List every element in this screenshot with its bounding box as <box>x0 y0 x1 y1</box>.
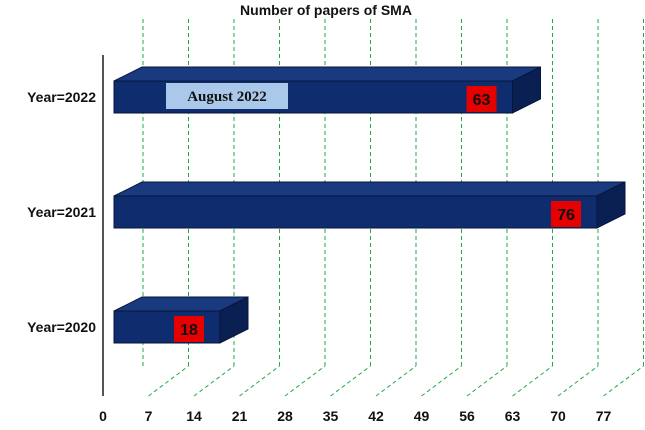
bar-group: 76 <box>113 181 626 229</box>
x-tick-label: 49 <box>414 408 430 424</box>
y-tick-label: Year=2022 <box>27 89 96 105</box>
x-tick-label: 14 <box>186 408 202 424</box>
x-tick-label: 35 <box>323 408 339 424</box>
x-tick-label: 28 <box>277 408 293 424</box>
gridline-diagonal <box>193 365 235 397</box>
bar-group: 18 <box>113 296 249 344</box>
bar <box>113 310 221 344</box>
bar-top-face <box>113 181 626 197</box>
x-tick-labels: 0 7 14 21 28 35 42 49 56 63 70 77 <box>99 408 611 424</box>
bars: 63 August 2022 76 18 <box>113 66 626 344</box>
value-label: 18 <box>180 322 198 339</box>
value-label: 76 <box>557 207 575 224</box>
y-tick-label: Year=2021 <box>27 204 96 220</box>
annotation-box <box>166 83 288 109</box>
gridline-diagonal <box>239 365 280 397</box>
x-tick-label: 56 <box>459 408 475 424</box>
chart-title: Number of papers of SMA <box>240 2 412 18</box>
gridline-diagonal <box>375 365 417 397</box>
y-tick-label: Year=2020 <box>27 319 96 335</box>
y-tick-labels: Year=2022 Year=2021 Year=2020 <box>27 89 96 335</box>
value-label-box <box>466 86 497 112</box>
bar-top-face <box>113 66 541 82</box>
gridline-diagonal <box>148 365 189 397</box>
bar <box>113 195 598 229</box>
x-tick-label: 0 <box>99 408 107 424</box>
gridline-diagonal <box>603 365 644 397</box>
value-label-box <box>551 201 581 227</box>
gridline-diagonal <box>466 365 508 397</box>
gridline-diagonal <box>330 365 371 397</box>
gridline-diagonal <box>557 365 599 397</box>
annotation-label: August 2022 <box>187 89 267 105</box>
bar-group: 63 August 2022 <box>113 66 541 114</box>
x-tick-label: 42 <box>368 408 384 424</box>
x-tick-label: 7 <box>145 408 153 424</box>
x-tick-label: 21 <box>232 408 248 424</box>
x-tick-label: 70 <box>550 408 566 424</box>
x-tick-label: 77 <box>596 408 612 424</box>
gridline-diagonal <box>512 365 553 397</box>
value-label: 63 <box>473 92 491 109</box>
x-tick-label: 63 <box>505 408 521 424</box>
value-label-box <box>174 316 204 342</box>
gridline-diagonal <box>421 365 462 397</box>
gridline-diagonal <box>284 365 326 397</box>
